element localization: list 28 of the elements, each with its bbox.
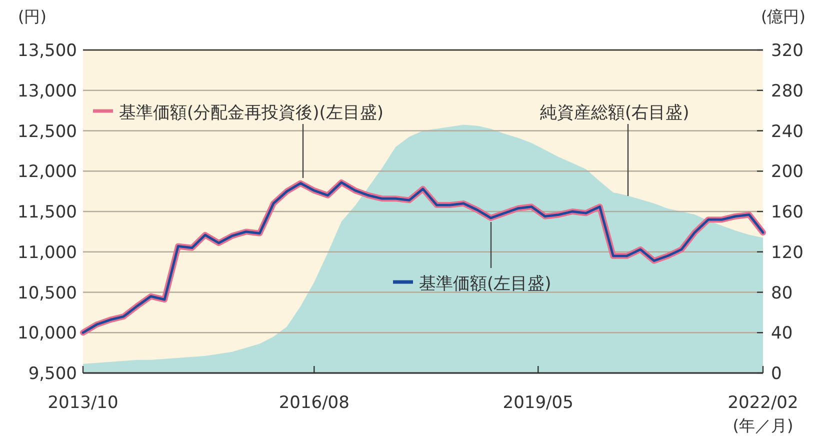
y-tick-label: 11,000 — [18, 242, 77, 263]
y2-tick-label: 160 — [771, 202, 804, 222]
y-axis-title: (円) — [18, 7, 46, 26]
y2-tick-label: 120 — [771, 242, 804, 263]
y-tick-label: 9,500 — [28, 364, 77, 384]
y2-tick-label: 320 — [771, 41, 804, 61]
series-label: 純資産総額(右目盛) — [540, 103, 690, 123]
legend-label: 基準価額(分配金再投資後)(左目盛) — [119, 103, 384, 123]
x-tick-label: 2013/10 — [48, 393, 118, 413]
x-tick-label: 2019/05 — [502, 393, 574, 413]
y2-tick-label: 40 — [771, 324, 793, 344]
y-tick-label: 10,000 — [18, 324, 77, 344]
y2-tick-label: 240 — [771, 122, 804, 142]
x-tick-label: 2016/08 — [278, 393, 350, 413]
y2-axis-title: (億円) — [761, 7, 806, 26]
y-tick-label: 13,500 — [18, 41, 77, 61]
legend-label: 基準価額(左目盛) — [419, 274, 552, 294]
y2-tick-label: 200 — [771, 162, 804, 182]
y2-tick-label: 0 — [771, 364, 782, 384]
y-tick-label: 11,500 — [18, 202, 77, 222]
x-axis-title: (年／月) — [732, 416, 794, 435]
y-tick-label: 12,000 — [18, 162, 77, 182]
y2-tick-label: 280 — [771, 81, 804, 102]
y-tick-label: 13,000 — [18, 81, 77, 102]
y-tick-label: 12,500 — [18, 122, 77, 142]
x-tick-label: 2022/02 — [728, 393, 798, 413]
y2-tick-label: 80 — [771, 283, 793, 304]
y-tick-label: 10,500 — [18, 283, 77, 304]
